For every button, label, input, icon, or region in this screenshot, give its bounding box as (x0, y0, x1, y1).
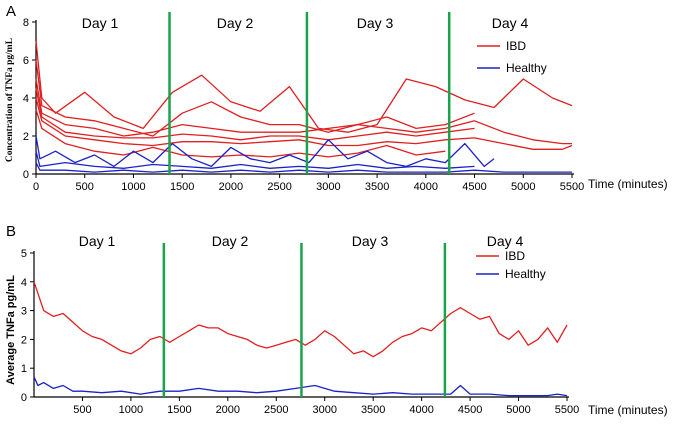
x-tick-label: 4000 (409, 404, 433, 416)
x-tick-label: 1000 (121, 181, 145, 193)
y-tick-label: 2 (21, 334, 27, 346)
day-label-1: Day 1 (79, 233, 116, 249)
legend-label-healthy: Healthy (506, 61, 547, 75)
x-tick-label: 5000 (506, 404, 530, 416)
x-tick-label: 3000 (316, 181, 340, 193)
day-label-1: Day 1 (82, 15, 119, 31)
y-axis-label-b: Average TNFa pg/mL (5, 275, 17, 385)
series-line-healthy-7 (35, 135, 495, 168)
y-tick-label: 8 (23, 17, 29, 29)
x-tick-label: 3000 (312, 404, 336, 416)
x-tick-label: 500 (76, 181, 94, 193)
legend-label-healthy: Healthy (505, 267, 546, 281)
y-axis-label-a: Concentration of TNFa pg/mL (5, 38, 15, 162)
series-line-ibd-1 (35, 40, 573, 133)
y-tick-label: 6 (23, 55, 29, 67)
x-tick-label: 4500 (458, 404, 482, 416)
y-tick-label: 5 (21, 248, 27, 260)
day-label-3: Day 3 (357, 15, 394, 31)
x-tick-label: 2500 (264, 404, 288, 416)
x-tick-label: 2000 (219, 181, 243, 193)
day-label-4: Day 4 (492, 15, 529, 31)
panel-label-a: A (6, 3, 16, 20)
x-tick-label: 4000 (414, 181, 438, 193)
series-line-ibd-2 (35, 59, 475, 137)
x-tick-label: 500 (73, 404, 91, 416)
panel-label-b: B (6, 223, 16, 240)
day-label-4: Day 4 (487, 233, 524, 249)
x-tick-label: 5000 (511, 181, 535, 193)
x-tick-label: 1000 (119, 404, 143, 416)
x-tick-label: 5500 (560, 181, 584, 193)
series-line-ibd-3 (35, 78, 572, 145)
y-tick-label: 0 (21, 392, 27, 404)
day-label-3: Day 3 (352, 233, 389, 249)
x-tick-label: 2500 (267, 181, 291, 193)
legend-label-ibd: IBD (506, 39, 526, 53)
x-tick-label: 1500 (170, 181, 194, 193)
y-tick-label: 4 (23, 93, 29, 105)
x-tick-label: 0 (33, 181, 39, 193)
series-line-healthy-8 (35, 151, 475, 169)
x-axis-label-b: Time (minutes) (588, 403, 668, 417)
y-tick-label: 3 (21, 306, 27, 318)
series-line-ibd-4 (35, 88, 475, 141)
series-line-ibd-6 (35, 109, 446, 158)
y-tick-label: 2 (23, 131, 29, 143)
day-label-2: Day 2 (217, 15, 254, 31)
y-tick-label: 4 (21, 277, 27, 289)
series-line-healthy-2 (33, 376, 568, 397)
legend-label-ibd: IBD (505, 249, 525, 263)
series-line-ibd-1 (33, 281, 568, 358)
y-tick-label: 1 (21, 363, 27, 375)
series-line-ibd-5 (35, 97, 573, 150)
y-tick-label: 0 (23, 169, 29, 181)
x-tick-label: 3500 (365, 181, 389, 193)
x-tick-label: 1500 (167, 404, 191, 416)
x-axis-label-a: Time (minutes) (588, 177, 668, 191)
x-tick-label: 4500 (462, 181, 486, 193)
series-line-healthy-9 (35, 162, 572, 173)
chart-panel-a: 0 2 4 6 8 0 500 1000 1500 2000 2500 3000 3500 4000 450… (23, 12, 584, 193)
x-tick-label: 5500 (555, 404, 579, 416)
x-tick-label: 2000 (216, 404, 240, 416)
day-label-2: Day 2 (212, 233, 249, 249)
x-tick-label: 3500 (361, 404, 385, 416)
